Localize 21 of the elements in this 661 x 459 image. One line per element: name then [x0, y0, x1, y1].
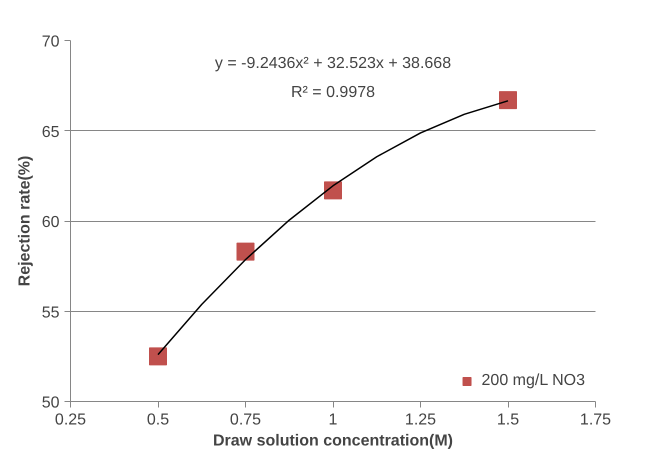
- y-axis-title: Rejection rate(%): [16, 156, 34, 286]
- y-tick-label: 60: [42, 214, 60, 231]
- annotation: R² = 0.9978: [290, 84, 376, 101]
- annotation: y = -9.2436x² + 32.523x + 38.668: [214, 54, 452, 72]
- x-tick-label: 1.25: [404, 412, 436, 428]
- y-tick-label: 50: [42, 394, 60, 412]
- point: [236, 242, 254, 261]
- x-axis-title: Draw solution concentration(M): [213, 432, 453, 450]
- legend-label: 200 mg/L NO3: [482, 372, 585, 390]
- x-tick-label: 0.5: [146, 412, 170, 428]
- y-tick-label: 55: [42, 304, 60, 322]
- point: [324, 181, 342, 200]
- point: [499, 91, 517, 110]
- point: [149, 347, 167, 366]
- x-tick-label: 1.75: [580, 412, 612, 428]
- x-tick-label: 1: [328, 412, 338, 428]
- x-tick-label: 0.75: [230, 412, 262, 428]
- y-tick-label: 65: [42, 124, 60, 141]
- y-tick-label: 70: [42, 34, 60, 50]
- x-tick-label: 1.5: [496, 412, 520, 428]
- x-tick-label: 0.25: [54, 412, 86, 428]
